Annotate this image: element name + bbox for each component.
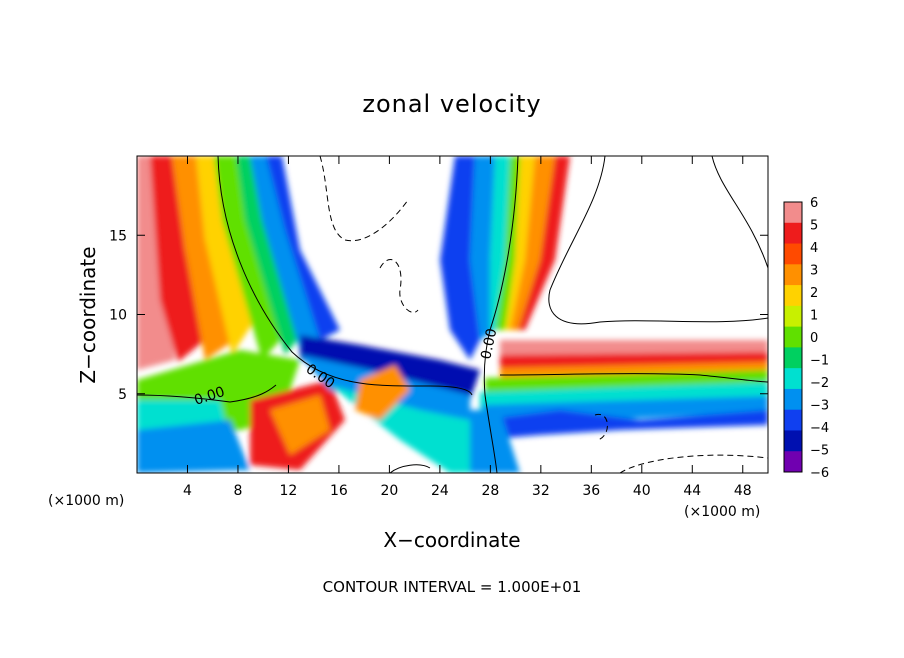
band-yellow-right xyxy=(505,156,535,330)
colorbar: 6 5 4 3 2 1 0 −1 −2 −3 −4 −5 −6 xyxy=(783,196,829,481)
colorbar-tick-label: 4 xyxy=(810,241,818,256)
band-red-right xyxy=(518,156,570,330)
contour-zero-shear xyxy=(499,373,768,383)
contour-solid-upper-right xyxy=(548,156,768,325)
x-unit-right: (×1000 m) xyxy=(684,504,760,520)
band-orange-bump xyxy=(355,365,410,420)
colorbar-tick-label: −5 xyxy=(810,444,829,459)
band-darkblue-right xyxy=(440,156,480,360)
colorbar-tick-label: 5 xyxy=(810,219,818,234)
contour-interval-footer: CONTOUR INTERVAL = 1.000E+01 xyxy=(323,578,582,596)
band-cyan-right xyxy=(490,156,510,330)
contour-dashed-top xyxy=(319,156,409,242)
y-tick-label: 10 xyxy=(109,308,127,324)
band-darkblue-left xyxy=(266,156,340,340)
colorbar-swatch xyxy=(784,430,802,452)
colorbar-tick-label: −4 xyxy=(810,421,829,436)
colorbar-swatch xyxy=(784,264,802,286)
band-green-shear xyxy=(485,370,768,395)
x-tick-label: 24 xyxy=(431,483,449,499)
y-tick-label: 15 xyxy=(109,228,127,244)
contour-label-3: 0.00 xyxy=(478,327,500,361)
band-blue-right xyxy=(470,156,495,340)
contour-zero-lower xyxy=(137,384,277,403)
colorbar-swatch xyxy=(784,347,802,369)
color-bands xyxy=(137,156,768,473)
colorbar-swatch xyxy=(784,222,802,245)
colorbar-tick-label: 1 xyxy=(810,309,818,324)
colorbar-swatch xyxy=(784,305,802,328)
x-tick-label: 16 xyxy=(330,483,348,499)
chart-title: zonal velocity xyxy=(362,90,541,118)
colorbar-tick-label: 3 xyxy=(810,264,818,279)
x-tick-label: 44 xyxy=(683,483,701,499)
velocity-field: 0.00 0.00 0.00 xyxy=(137,156,768,473)
band-darkblue-shear xyxy=(480,410,768,440)
x-tick-label: 28 xyxy=(481,483,499,499)
x-tick-label: 40 xyxy=(633,483,651,499)
colorbar-swatch xyxy=(784,326,802,348)
y-tick-label: 5 xyxy=(118,387,127,403)
x-tick-label: 12 xyxy=(280,483,298,499)
y-axis-ticks: 5 10 15 xyxy=(109,228,768,403)
x-tick-label: 48 xyxy=(734,483,752,499)
band-yellow-left xyxy=(196,156,255,355)
colorbar-swatch xyxy=(784,451,802,473)
colorbar-tick-label: 2 xyxy=(810,286,818,301)
contour-dashed-mid xyxy=(379,258,419,313)
band-green-left xyxy=(214,156,290,360)
x-tick-label: 8 xyxy=(233,483,242,499)
band-green-right xyxy=(495,156,520,330)
x-unit-left: (×1000 m) xyxy=(48,493,124,509)
band-orange-left xyxy=(172,156,235,360)
colorbar-swatch xyxy=(784,368,802,390)
x-tick-label: 36 xyxy=(582,483,600,499)
colorbar-swatch xyxy=(784,243,802,265)
x-tick-label: 20 xyxy=(380,483,398,499)
colorbar-swatch xyxy=(784,409,802,431)
band-blue-lowleft xyxy=(137,420,250,473)
contour-zero-right xyxy=(483,156,519,473)
colorbar-tick-label: 6 xyxy=(810,196,818,211)
colorbar-tick-label: −2 xyxy=(810,376,829,391)
band-orange-lowmid xyxy=(270,395,330,455)
contour-dashed-lower xyxy=(594,413,608,441)
colorbar-swatch xyxy=(784,202,802,224)
x-axis-ticks: 4 8 12 16 20 24 28 32 36 40 44 48 xyxy=(183,156,752,499)
x-axis-label: X−coordinate xyxy=(383,528,520,552)
x-tick-label: 4 xyxy=(183,483,192,499)
colorbar-tick-label: 0 xyxy=(810,331,818,346)
contour-solid-bottom xyxy=(389,464,431,473)
band-stem-lower xyxy=(470,410,520,473)
y-axis-label: Z−coordinate xyxy=(76,246,100,383)
band-red-left xyxy=(150,156,205,362)
contour-solid-topright xyxy=(711,156,768,269)
colorbar-frame xyxy=(783,201,803,473)
x-tick-label: 32 xyxy=(532,483,550,499)
contour-zero-left xyxy=(217,156,473,396)
colorbar-tick-label: −6 xyxy=(810,466,829,481)
colorbar-tick-label: −1 xyxy=(810,354,829,369)
colorbar-swatch xyxy=(784,388,802,411)
contour-lines xyxy=(137,156,768,473)
colorbar-tick-label: −3 xyxy=(810,399,829,414)
band-orange-right xyxy=(510,156,555,330)
colorbar-swatch xyxy=(784,285,802,307)
